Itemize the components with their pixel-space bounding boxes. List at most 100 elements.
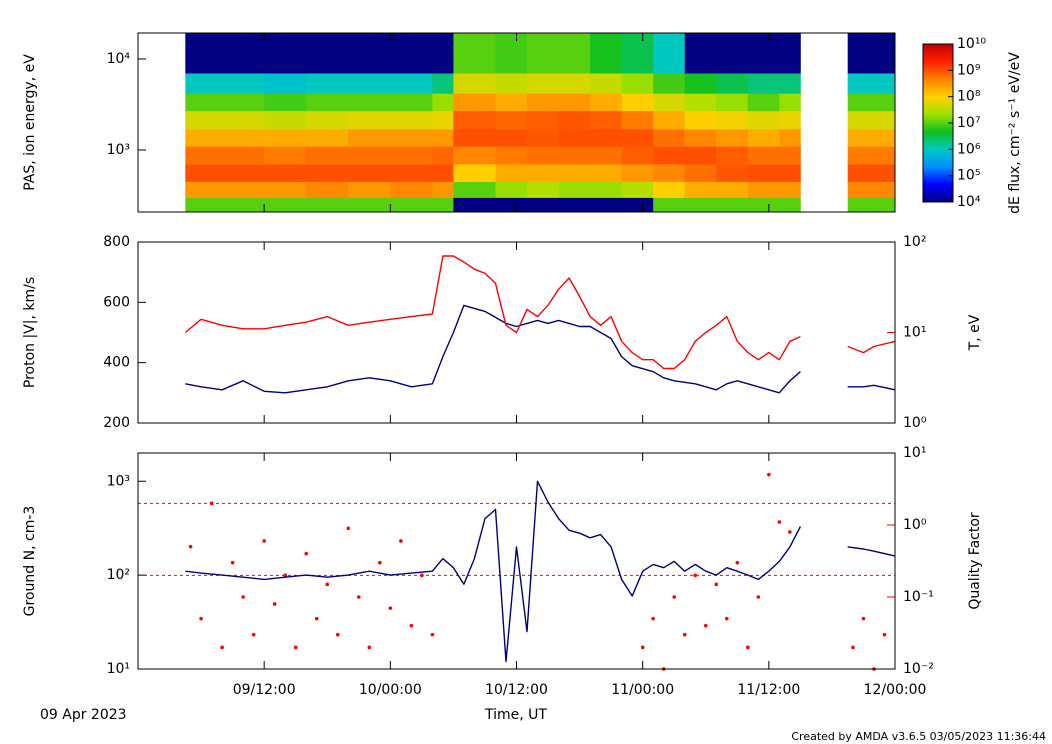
spectrogram-cell <box>527 128 559 147</box>
spectrogram-cell <box>185 33 223 74</box>
spectrogram-cell <box>495 110 528 130</box>
footer: Created by AMDA v3.6.5 03/05/2023 11:36:… <box>791 730 1046 743</box>
spectrogram-cell <box>847 164 896 182</box>
scatter-point <box>714 582 719 587</box>
y2-tick-label: 10⁰ <box>903 517 927 533</box>
spectrogram-cell <box>222 93 265 112</box>
spectrogram-cell <box>847 33 896 74</box>
spectrogram-cell <box>432 128 454 147</box>
spectrogram-cell <box>716 110 749 130</box>
spectrogram-cell <box>747 181 780 198</box>
spectrogram-cell <box>306 110 349 130</box>
spectrogram-cell <box>621 110 654 130</box>
scatter-point <box>356 595 361 599</box>
scatter-point <box>251 632 256 637</box>
spectrogram-cell <box>779 146 801 165</box>
scatter-point <box>693 573 698 578</box>
spectrogram-cell <box>558 33 591 74</box>
y-tick-label: 200 <box>103 415 130 431</box>
date-label: 09 Apr 2023 <box>40 707 127 723</box>
spectrogram-cell <box>495 197 528 213</box>
spectrogram-cell <box>684 197 717 213</box>
colorbar-tick-label: 10⁷ <box>957 115 980 131</box>
spectrogram-cell <box>558 93 591 112</box>
colorbar-tick-label: 10⁹ <box>957 62 981 78</box>
x-tick-label: 11/00:00 <box>611 682 674 698</box>
spectrogram-cell <box>222 73 265 94</box>
spectrogram-cell <box>222 146 265 165</box>
spectrogram-cell <box>590 110 623 130</box>
y-tick-label: 400 <box>103 355 130 371</box>
x-tick-label: 10/12:00 <box>485 682 548 698</box>
spectrogram-cell <box>390 181 433 198</box>
scatter-point <box>640 645 645 650</box>
spectrogram-cell <box>590 146 623 165</box>
spectrogram-cell <box>527 73 559 94</box>
spectrogram-cell <box>747 110 780 130</box>
y2-tick-label: 10⁰ <box>903 415 927 431</box>
spectrogram-cell <box>590 128 623 147</box>
spectrogram-cell <box>558 164 591 182</box>
x-axis-label: Time, UT <box>484 707 547 723</box>
scatter-point <box>314 616 319 621</box>
spectrogram-cell <box>653 93 686 112</box>
spectrogram-cell <box>453 93 496 112</box>
spectrogram-cell <box>590 73 623 94</box>
spectrogram-cell <box>558 73 591 94</box>
spectrogram-cell <box>590 93 623 112</box>
spectrogram-cell <box>779 181 801 198</box>
scatter-point <box>209 501 214 506</box>
scatter-point <box>241 595 245 599</box>
spectrogram-cell <box>847 197 896 213</box>
scatter-point <box>420 573 424 578</box>
spectrogram-cell <box>621 164 654 182</box>
spectrogram-cell <box>264 128 307 147</box>
scatter-point <box>220 645 224 650</box>
spectrogram-cell <box>653 164 686 182</box>
y2-tick-label: 10² <box>903 234 926 250</box>
spectrogram-cell <box>716 73 749 94</box>
y-tick-label: 600 <box>103 294 130 310</box>
spectrogram-cell <box>684 33 717 74</box>
spectrogram-cell <box>264 164 307 182</box>
spectrogram-cell <box>653 110 686 130</box>
series-line <box>184 255 896 370</box>
scatter-point <box>262 539 266 543</box>
spectrogram-cell <box>684 93 717 112</box>
scatter-point <box>293 645 298 650</box>
spectrogram-cell <box>453 33 496 74</box>
colorbar-tick-label: 10⁴ <box>957 194 981 210</box>
spectrogram-cell <box>747 128 780 147</box>
scatter-point <box>672 595 677 599</box>
spectrogram-cell <box>264 146 307 165</box>
spectrogram-cell <box>222 110 265 130</box>
spectrogram-cell <box>453 110 496 130</box>
series-line <box>185 304 896 394</box>
spectrogram-cell <box>747 73 780 94</box>
scatter-point <box>861 616 866 621</box>
spectrogram-cell <box>527 93 559 112</box>
spectrogram-cell <box>348 164 391 182</box>
spectrogram-cell <box>185 128 223 147</box>
scatter-point <box>346 526 351 531</box>
scatter-point <box>703 623 708 628</box>
y-tick-label: 10² <box>107 567 130 583</box>
spectrogram-cell <box>306 128 349 147</box>
scatter-point <box>851 645 855 650</box>
x-tick-label: 11/12:00 <box>737 682 800 698</box>
spectrogram-cell <box>558 197 591 213</box>
spectrogram-cell <box>390 197 433 213</box>
spectrogram-cell <box>747 164 780 182</box>
scatter-point <box>378 560 382 565</box>
spectrogram-cell <box>348 146 391 165</box>
y-tick-label: 10⁴ <box>107 51 131 67</box>
spectrogram-cell <box>684 164 717 182</box>
spectrogram-cell <box>185 93 223 112</box>
spectrogram-cell <box>747 197 780 213</box>
spectrogram-cell <box>306 33 349 74</box>
spectrogram-cell <box>527 146 559 165</box>
colorbar-tick-label: 10⁵ <box>957 168 980 184</box>
scatter-point <box>651 616 655 621</box>
spectrogram-cell <box>527 197 559 213</box>
spectrogram-cell <box>264 73 307 94</box>
